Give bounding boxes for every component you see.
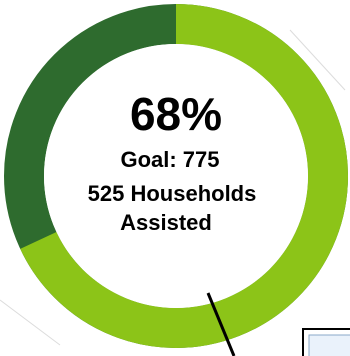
callout-line xyxy=(206,292,236,356)
background-line xyxy=(0,299,61,346)
percent-label: 68% xyxy=(130,88,222,140)
households-count-label: 525 Households xyxy=(88,181,257,206)
background-line xyxy=(289,29,346,91)
households-assisted-label: Assisted xyxy=(120,210,212,235)
goal-label: Goal: 775 xyxy=(120,147,219,172)
callout-box-inner xyxy=(308,334,350,356)
donut-progress-arc xyxy=(4,4,348,348)
donut-center xyxy=(44,44,308,308)
